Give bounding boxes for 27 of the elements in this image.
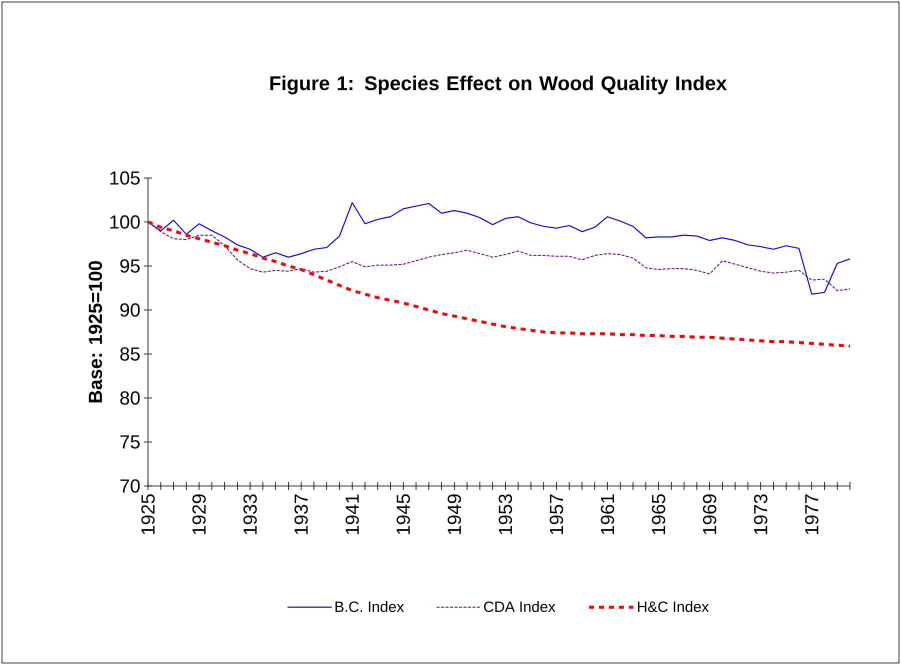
x-tick-label: 1953 <box>498 494 512 534</box>
legend-label: H&C Index <box>638 601 709 612</box>
y-tick-label: 70 <box>120 479 140 493</box>
x-tick-label: 1973 <box>754 494 768 534</box>
x-tick-label: 1933 <box>243 494 257 534</box>
legend-label: CDA Index <box>484 601 556 612</box>
x-tick-label: 1949 <box>448 494 462 534</box>
y-tick-label: 80 <box>120 391 140 405</box>
y-tick-label: 90 <box>120 303 140 317</box>
x-tick-label: 1957 <box>550 494 564 534</box>
x-tick-label: 1961 <box>600 494 614 534</box>
legend-label: B.C. Index <box>336 601 404 612</box>
y-axis-title: Base: 1925=100 <box>88 261 102 402</box>
y-tick-label: 95 <box>120 259 140 273</box>
x-tick-label: 1965 <box>652 494 666 534</box>
chart-title: Figure 1: Species Effect on Wood Quality Index <box>270 76 727 94</box>
x-tick-label: 1941 <box>346 494 359 534</box>
y-tick-label: 75 <box>120 435 140 449</box>
x-tick-label: 1945 <box>396 494 410 534</box>
y-tick-label: 105 <box>110 171 140 185</box>
x-tick-label: 1977 <box>805 494 818 534</box>
y-tick-label: 85 <box>120 347 140 361</box>
x-tick-label: 1925 <box>141 494 155 534</box>
x-tick-label: 1937 <box>294 494 308 534</box>
x-tick-label: 1969 <box>702 494 716 534</box>
x-tick-label: 1929 <box>192 494 206 534</box>
y-tick-label: 100 <box>110 215 140 229</box>
